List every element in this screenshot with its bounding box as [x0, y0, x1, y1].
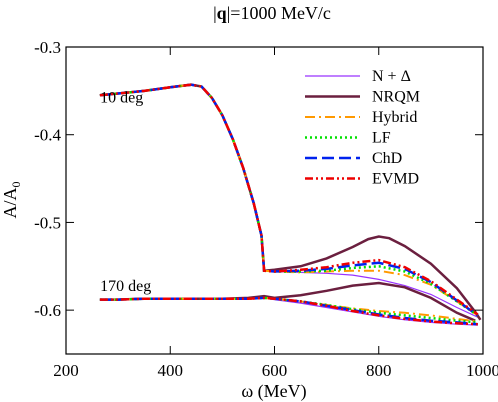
y-tick-label: -0.3 [34, 38, 61, 57]
legend-label-hybrid: Hybrid [372, 109, 417, 126]
series-evmd-line-170deg [99, 296, 478, 326]
x-tick-label: 200 [53, 361, 79, 380]
series-lf-line-10deg [99, 83, 479, 317]
legend-label-evmd: EVMD [372, 171, 419, 188]
y-tick-label: -0.5 [34, 213, 61, 232]
x-axis-title: ω (MeV) [241, 381, 306, 402]
x-tick-label: 800 [366, 361, 392, 380]
legend-label-nrqm: NRQM [372, 89, 420, 106]
series-nrqm-line-10deg [99, 83, 482, 321]
legend-label-lf: LF [372, 130, 391, 147]
annotations: 10 deg 170 deg [100, 89, 151, 295]
plot-area [99, 83, 482, 326]
series-chd-line-10deg [99, 83, 479, 317]
y-tick-label: -0.6 [34, 301, 61, 320]
series-evmd-line-10deg [99, 83, 479, 316]
x-tick-label: 1000 [466, 361, 498, 380]
legend-label-n: N + Δ [372, 68, 411, 85]
annotation-label: 10 deg [100, 89, 143, 106]
series-n-line-170deg [99, 297, 478, 326]
series-hybrid-line-10deg [99, 83, 479, 317]
chart-title: |q|=1000 MeV/c [213, 3, 331, 23]
y-axis-title: A/A0 [0, 182, 23, 219]
legend: N + Δ NRQM Hybrid LF ChD EVMD [305, 68, 420, 188]
legend-label-chd: ChD [372, 150, 402, 167]
series-n-line-10deg [99, 84, 479, 318]
annotation-label: 170 deg [100, 278, 151, 295]
y-axis: -0.6 -0.5 -0.4 -0.3 [34, 38, 483, 320]
x-axis: 200 400 600 800 1000 [53, 47, 498, 380]
x-tick-label: 400 [158, 361, 184, 380]
x-tick-label: 600 [262, 361, 288, 380]
y-tick-label: -0.4 [34, 126, 61, 145]
